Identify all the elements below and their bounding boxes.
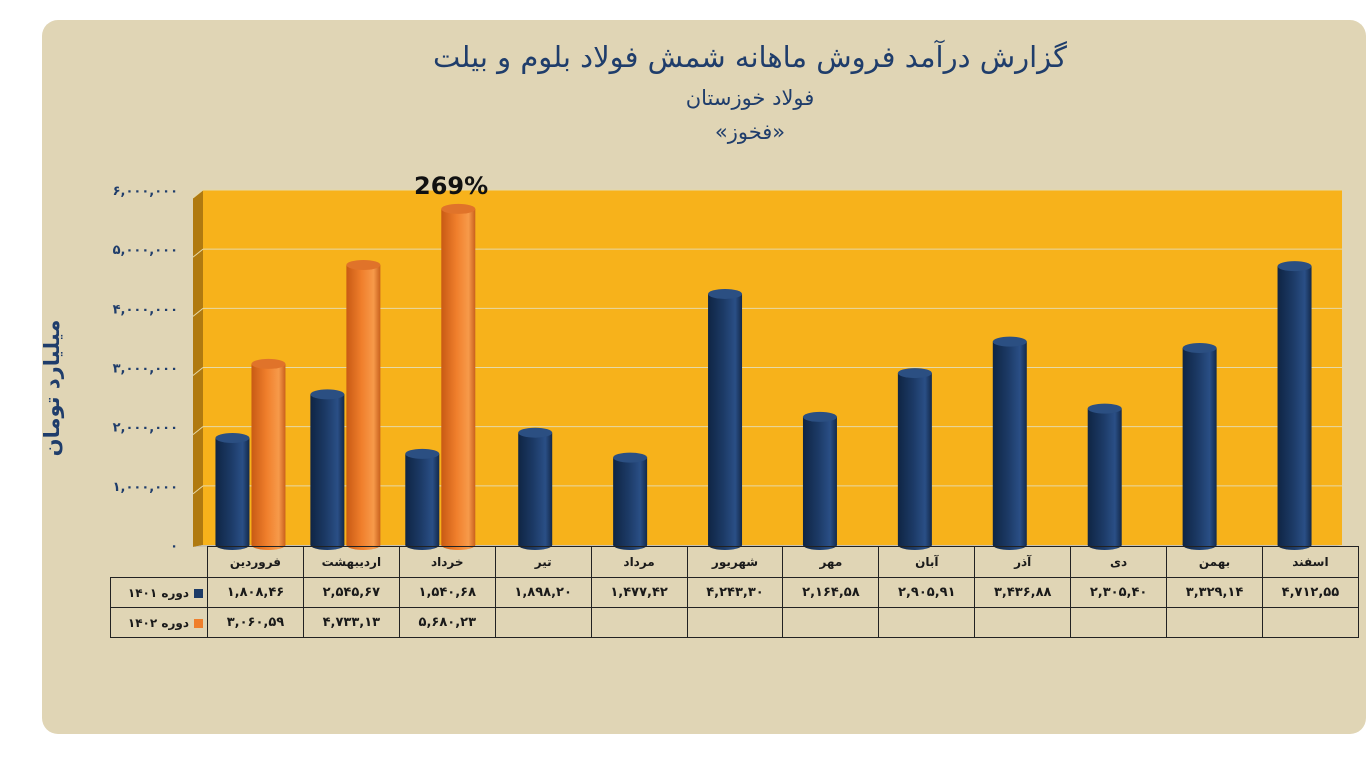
table-header-row: فروردین اردیبهشت خرداد تیر مرداد شهریور مهر آبا… xyxy=(110,546,1359,578)
table-row: دوره ۱۴۰۲ ۳,۰۶۰,۵۹ ۴,۷۳۳,۱۳ ۵,۶۸۰,۲۳ xyxy=(110,607,1359,638)
data-label-1402 xyxy=(686,607,784,638)
y-tick-label: ۳,۰۰۰,۰۰۰ xyxy=(113,362,178,377)
gridline-wall xyxy=(192,189,204,199)
data-label-1402: ۴,۷۳۳,۱۳ xyxy=(302,607,400,638)
bar-1402-top xyxy=(346,259,381,270)
company-name: فولاد خوزستان xyxy=(685,86,815,110)
x-tick-label: اسفند xyxy=(1261,546,1359,578)
y-tick-label: ۵,۰۰۰,۰۰۰ xyxy=(113,243,178,258)
bar-1401-top xyxy=(708,288,743,299)
x-tick-label: فروردین xyxy=(207,546,304,578)
bar-1401 xyxy=(1277,266,1312,545)
data-label-1402: ۵,۶۸۰,۲۳ xyxy=(398,607,496,638)
data-label-1401: ۱,۸۹۸,۲۰ xyxy=(494,577,592,608)
table-corner xyxy=(110,546,208,578)
legend-label-1402: دوره ۱۴۰۲ xyxy=(127,615,189,630)
bar-1401 xyxy=(215,437,250,545)
gridline-wall xyxy=(192,367,204,376)
bar-1402 xyxy=(346,264,381,545)
bar-1401 xyxy=(1182,348,1217,545)
data-label-1401: ۲,۹۰۵,۹۱ xyxy=(878,577,976,608)
y-axis-label: میلیارد تومان xyxy=(40,319,64,457)
data-label-1402 xyxy=(782,607,880,638)
bar-1402-top xyxy=(441,203,476,214)
bar-1401 xyxy=(310,394,345,545)
gridline-wall xyxy=(192,307,204,317)
gridline-wall xyxy=(192,485,204,495)
ticker-symbol: «فخوز» xyxy=(714,120,786,144)
data-label-1401: ۳,۴۳۶,۸۸ xyxy=(974,577,1072,608)
bar-1401 xyxy=(1087,408,1122,545)
legend-cell-1401: دوره ۱۴۰۱ xyxy=(110,577,208,608)
data-label-1401: ۱,۸۰۸,۴۶ xyxy=(207,577,304,608)
y-tick-label: ۱,۰۰۰,۰۰۰ xyxy=(113,480,178,495)
bar-1401-top xyxy=(897,368,932,379)
legend-cell-1402: دوره ۱۴۰۲ xyxy=(110,607,208,638)
x-tick-label: آبان xyxy=(878,546,976,578)
data-table: فروردین اردیبهشت خرداد تیر مرداد شهریور مهر آبا… xyxy=(110,546,1359,638)
data-label-1401: ۱,۴۷۷,۴۲ xyxy=(590,577,688,608)
data-label-1401: ۴,۲۴۳,۳۰ xyxy=(686,577,784,608)
x-tick-label: خرداد xyxy=(398,546,496,578)
bar-1401-top xyxy=(310,389,345,400)
bar-1402-top xyxy=(251,358,286,369)
y-tick-label: ۴,۰۰۰,۰۰۰ xyxy=(113,302,178,317)
data-label-1402 xyxy=(878,607,976,638)
gridline-wall xyxy=(192,248,204,258)
x-tick-label: دی xyxy=(1070,546,1168,578)
plot-side-wall xyxy=(193,190,203,547)
y-tick-label: ۶,۰۰۰,۰۰۰ xyxy=(113,184,178,199)
data-label-1401: ۳,۳۲۹,۱۴ xyxy=(1166,577,1263,608)
bar-1401-top xyxy=(1182,343,1217,354)
x-tick-label: تیر xyxy=(494,546,592,578)
bar-1401-top xyxy=(518,427,553,438)
data-label-1402 xyxy=(590,607,688,638)
legend-label-1401: دوره ۱۴۰۱ xyxy=(127,585,189,600)
bar-1401-top xyxy=(1087,403,1122,414)
bar-1401-top xyxy=(613,452,648,463)
data-label-1402 xyxy=(494,607,592,638)
bar-1401 xyxy=(992,341,1027,545)
bar-1401-top xyxy=(1277,261,1312,272)
gridline-wall xyxy=(192,426,204,436)
table-row: دوره ۱۴۰۱ ۱,۸۰۸,۴۶ ۲,۵۴۵,۶۷ ۱,۵۴۰,۶۸ ۱,۸۹۸,… xyxy=(110,577,1359,608)
x-tick-label: بهمن xyxy=(1166,546,1263,578)
data-label-1401: ۲,۳۰۵,۴۰ xyxy=(1070,577,1168,608)
bar-1401 xyxy=(897,373,932,545)
bar-1402 xyxy=(441,208,476,545)
bar-1401 xyxy=(802,416,837,545)
data-label-1401: ۲,۱۶۴,۵۸ xyxy=(782,577,880,608)
legend-swatch-1402 xyxy=(194,618,203,628)
bar-1401-top xyxy=(802,411,837,422)
x-tick-label: شهریور xyxy=(686,546,784,578)
data-label-1401: ۴,۷۱۲,۵۵ xyxy=(1261,577,1359,608)
data-label-1402 xyxy=(974,607,1072,638)
data-label-1401: ۱,۵۴۰,۶۸ xyxy=(398,577,496,608)
bar-1401 xyxy=(613,457,648,545)
bar-1401-top xyxy=(992,336,1027,347)
x-tick-label: آذر xyxy=(974,546,1072,578)
bar-1401-top xyxy=(215,432,250,443)
x-tick-label: اردیبهشت xyxy=(302,546,400,578)
x-tick-label: مهر xyxy=(782,546,880,578)
chart-title: گزارش درآمد فروش ماهانه شمش فولاد بلوم و… xyxy=(433,40,1067,74)
x-tick-label: مرداد xyxy=(590,546,688,578)
bar-1401-top xyxy=(405,448,440,459)
legend-swatch-1401 xyxy=(194,588,203,598)
bar-1401 xyxy=(708,293,743,545)
data-label-1402 xyxy=(1070,607,1168,638)
data-label-1401: ۲,۵۴۵,۶۷ xyxy=(302,577,400,608)
data-label-1402 xyxy=(1166,607,1263,638)
data-label-1402 xyxy=(1261,607,1359,638)
y-tick-label: ۲,۰۰۰,۰۰۰ xyxy=(113,421,178,436)
data-label-1402: ۳,۰۶۰,۵۹ xyxy=(207,607,304,638)
bar-1401 xyxy=(518,432,553,545)
growth-annotation: 269% xyxy=(414,172,489,200)
bar-1402 xyxy=(251,363,286,545)
bar-1401 xyxy=(405,453,440,545)
